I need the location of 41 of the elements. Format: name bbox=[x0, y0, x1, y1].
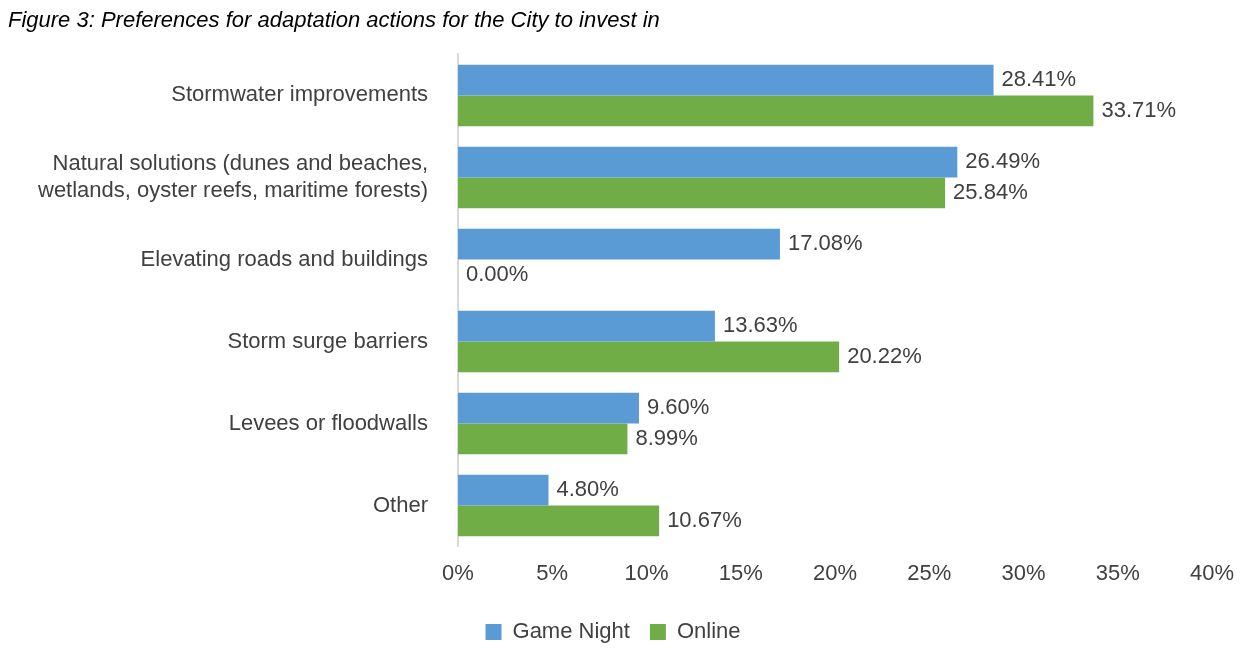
bar bbox=[458, 505, 660, 537]
bar bbox=[458, 146, 958, 178]
data-label: 26.49% bbox=[965, 148, 1040, 174]
x-tick-label: 5% bbox=[536, 559, 569, 585]
x-tick-label: 20% bbox=[812, 559, 858, 585]
data-label: 33.71% bbox=[1101, 96, 1177, 122]
bar bbox=[458, 310, 715, 342]
x-tick-label: 35% bbox=[1095, 559, 1140, 585]
x-tick-label: 25% bbox=[907, 559, 952, 585]
data-label: 17.08% bbox=[787, 230, 863, 256]
bar bbox=[458, 341, 840, 373]
data-label: 28.41% bbox=[1001, 66, 1077, 92]
data-label: 25.84% bbox=[953, 178, 1028, 204]
x-tick-label: 30% bbox=[1001, 559, 1046, 585]
bar bbox=[458, 474, 549, 506]
x-tick-label: 15% bbox=[718, 559, 763, 585]
data-label: 4.80% bbox=[556, 476, 619, 502]
data-label: 9.60% bbox=[646, 394, 710, 420]
bar bbox=[458, 392, 639, 424]
data-label: 13.63% bbox=[722, 312, 798, 338]
bar bbox=[458, 228, 780, 260]
data-label: 10.67% bbox=[667, 507, 742, 533]
y-tick-label: Elevating roads and buildings bbox=[140, 245, 429, 271]
bar bbox=[458, 177, 946, 209]
x-tick-label: 10% bbox=[624, 559, 669, 585]
chart-title: Figure 3: Preferences for adaptation actions for the City to invest in bbox=[8, 7, 660, 33]
bar bbox=[458, 423, 628, 455]
y-tick-label: Natural solutions (dunes and beaches, wetlands, oyster reefs, maritime forests) bbox=[36, 150, 429, 202]
y-tick-label: Other bbox=[372, 491, 429, 517]
legend-label: Online bbox=[676, 618, 741, 644]
data-label: 8.99% bbox=[635, 424, 698, 450]
data-label: 20.22% bbox=[847, 342, 922, 368]
x-tick-label: 0% bbox=[442, 559, 474, 585]
data-label: 0.00% bbox=[466, 260, 529, 286]
bar bbox=[458, 64, 994, 96]
y-tick-label: Stormwater improvements bbox=[171, 81, 429, 107]
bar bbox=[458, 95, 1094, 127]
y-tick-label: Levees or floodwalls bbox=[228, 409, 429, 435]
y-tick-label: Storm surge barriers bbox=[227, 327, 429, 353]
x-tick-label: 40% bbox=[1189, 559, 1235, 585]
legend-label: Game Night bbox=[512, 618, 630, 644]
